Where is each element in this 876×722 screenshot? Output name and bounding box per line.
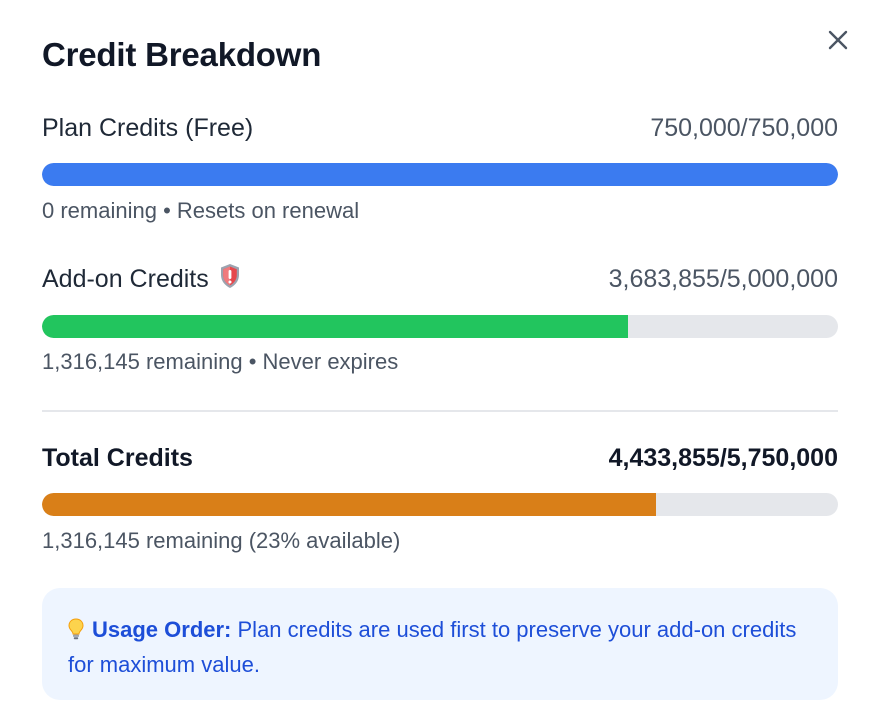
total-credits-value: 4,433,855/5,750,000: [608, 443, 838, 472]
plan-credits-label: Plan Credits (Free): [42, 113, 254, 142]
addon-credits-value: 3,683,855/5,000,000: [608, 264, 838, 293]
shield-icon: [219, 263, 241, 296]
dialog-title: Credit Breakdown: [42, 36, 322, 73]
addon-credits-subtext: 1,316,145 remaining • Never expires: [42, 349, 399, 374]
total-credits-progress: [42, 493, 838, 516]
lightbulb-icon: [68, 617, 84, 649]
usage-order-text: Plan credits are used first to preserve …: [68, 617, 797, 677]
total-credits-subtext: 1,316,145 remaining (23% available): [42, 528, 401, 553]
plan-credits-section: Plan Credits (Free) 750,000/750,000 0 re…: [42, 112, 838, 224]
plan-credits-progress: [42, 163, 838, 186]
plan-credits-progress-fill: [42, 163, 838, 186]
section-divider: [42, 410, 838, 412]
total-credits-label: Total Credits: [42, 443, 193, 472]
usage-order-note: Usage Order: Plan credits are used first…: [42, 588, 838, 700]
addon-credits-progress: [42, 315, 838, 338]
close-icon: [828, 30, 848, 50]
usage-order-heading: Usage Order:: [92, 617, 232, 642]
plan-credits-value: 750,000/750,000: [650, 113, 838, 142]
addon-credits-label: Add-on Credits: [42, 264, 209, 293]
plan-credits-subtext: 0 remaining • Resets on renewal: [42, 198, 360, 223]
total-credits-progress-fill: [42, 493, 656, 516]
close-button[interactable]: [824, 26, 852, 54]
addon-credits-progress-fill: [42, 315, 629, 338]
addon-credits-section: Add-on Credits 3,683,855/5,000,000 1,316…: [42, 263, 838, 375]
total-credits-section: Total Credits 4,433,855/5,750,000 1,316,…: [42, 442, 838, 554]
